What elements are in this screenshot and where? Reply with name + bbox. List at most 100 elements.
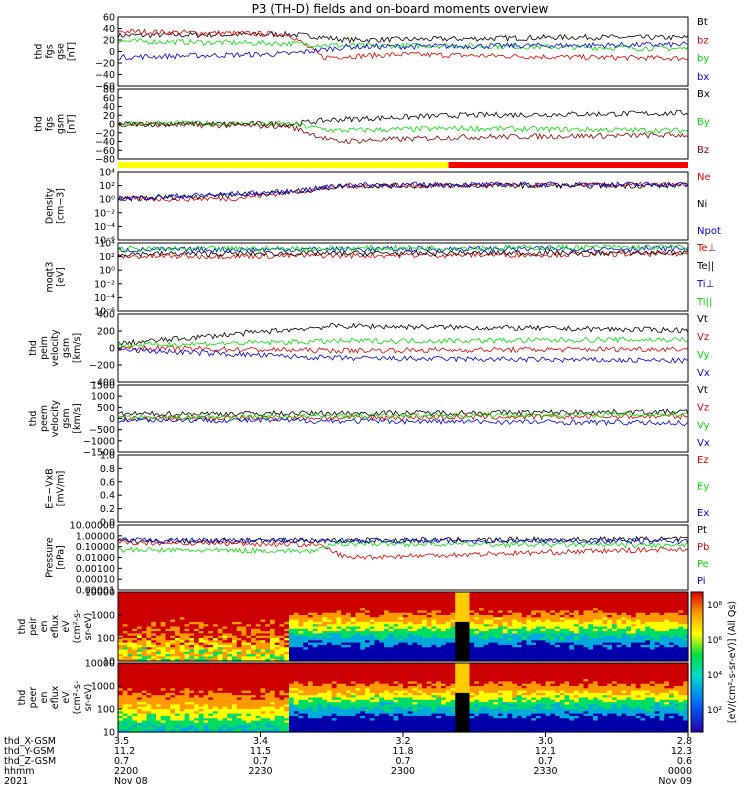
heatmap-cell	[227, 699, 233, 703]
heatmap-cell	[132, 663, 138, 666]
heatmap-cell	[165, 644, 171, 648]
heatmap-cell	[616, 649, 623, 653]
y-axis-label: gsm	[61, 408, 72, 428]
heatmap-cell	[279, 605, 285, 609]
heatmap-cell	[260, 592, 266, 595]
heatmap-cell	[222, 727, 228, 731]
heatmap-cell	[241, 592, 247, 595]
heatmap-cell	[678, 617, 684, 621]
y-tick-label: 10.00000	[70, 521, 115, 532]
heatmap-cell	[279, 644, 285, 648]
heatmap-cell	[526, 647, 532, 651]
heatmap-cell	[502, 631, 509, 634]
heatmap-cell	[488, 651, 494, 655]
heatmap-cell	[393, 612, 399, 616]
heatmap-cell	[526, 624, 532, 628]
heatmap-cell	[331, 603, 338, 607]
heatmap-cell	[246, 706, 252, 710]
heatmap-cell	[640, 640, 646, 644]
heatmap-cell	[407, 654, 414, 657]
heatmap-cell	[255, 631, 262, 634]
heatmap-cell	[350, 658, 357, 662]
heatmap-cell	[607, 615, 613, 618]
heatmap-cell	[322, 612, 328, 616]
heatmap-cell	[654, 626, 661, 630]
heatmap-cell	[488, 594, 494, 598]
heatmap-cell	[322, 654, 328, 657]
heatmap-cell	[460, 651, 466, 655]
heatmap-cell	[298, 656, 304, 660]
heatmap-cell	[441, 619, 447, 623]
y-tick-label: 60	[103, 93, 115, 104]
heatmap-cell	[260, 656, 266, 660]
heatmap-cell	[626, 596, 632, 600]
heatmap-cell	[284, 704, 290, 708]
heatmap-cell	[616, 628, 623, 632]
heatmap-cell	[650, 615, 656, 618]
heatmap-cell	[322, 605, 328, 609]
heatmap-cell	[293, 727, 300, 731]
heatmap-cell	[260, 683, 266, 687]
heatmap-cell	[327, 642, 333, 646]
heatmap-cell	[141, 683, 148, 687]
heatmap-cell	[593, 635, 599, 639]
heatmap-cell	[194, 686, 200, 689]
heatmap-cell	[179, 681, 186, 685]
heatmap-cell	[346, 631, 352, 634]
heatmap-cell	[146, 715, 152, 719]
heatmap-cell	[664, 644, 670, 648]
heatmap-cell	[265, 658, 271, 662]
heatmap-cell	[137, 725, 143, 728]
heatmap-cell	[260, 608, 266, 611]
heatmap-cell	[640, 601, 646, 605]
heatmap-cell	[284, 601, 290, 605]
heatmap-cell	[165, 651, 171, 655]
heatmap-cell	[217, 605, 224, 609]
heatmap-cell	[669, 642, 675, 646]
heatmap-cell	[232, 619, 238, 623]
heatmap-cell	[388, 656, 395, 660]
heatmap-cell	[222, 592, 228, 595]
heatmap-cell	[602, 605, 608, 609]
heatmap-cell	[118, 626, 124, 630]
heatmap-cell	[398, 596, 404, 600]
heatmap-cell	[540, 640, 547, 644]
heatmap-cell	[217, 686, 224, 689]
y-tick-label: −200	[89, 361, 115, 372]
heatmap-cell	[156, 654, 162, 657]
heatmap-cell	[279, 624, 285, 628]
heatmap-cell	[621, 592, 627, 595]
heatmap-cell	[545, 656, 551, 660]
heatmap-cell	[146, 697, 152, 701]
heatmap-cell	[170, 713, 176, 717]
heatmap-cell	[289, 621, 295, 625]
heatmap-cell	[165, 642, 171, 646]
heatmap-cell	[179, 688, 186, 692]
heatmap-cell	[398, 610, 404, 614]
heatmap-cell	[246, 688, 252, 692]
heatmap-cell	[236, 638, 243, 641]
heatmap-cell	[626, 612, 632, 616]
heatmap-cell	[298, 647, 304, 651]
heatmap-cell	[355, 621, 361, 625]
heatmap-cell	[246, 640, 252, 644]
heatmap-cell	[165, 594, 171, 598]
heatmap-cell	[246, 715, 252, 719]
heatmap-cell	[317, 649, 323, 653]
heatmap-cell	[517, 644, 523, 648]
heatmap-cell	[346, 656, 352, 660]
heatmap-cell	[189, 725, 195, 728]
heatmap-cell	[293, 672, 300, 676]
heatmap-cell	[255, 619, 262, 623]
heatmap-cell	[141, 699, 148, 703]
heatmap-cell	[132, 672, 138, 676]
heatmap-cell	[127, 725, 133, 728]
heatmap-cell	[483, 631, 490, 634]
heatmap-cell	[270, 601, 276, 605]
heatmap-cell	[132, 596, 138, 600]
heatmap-cell	[398, 601, 404, 605]
heatmap-cell	[488, 598, 494, 602]
heatmap-cell	[170, 612, 176, 616]
heatmap-cell	[217, 644, 224, 648]
heatmap-cell	[536, 654, 542, 657]
